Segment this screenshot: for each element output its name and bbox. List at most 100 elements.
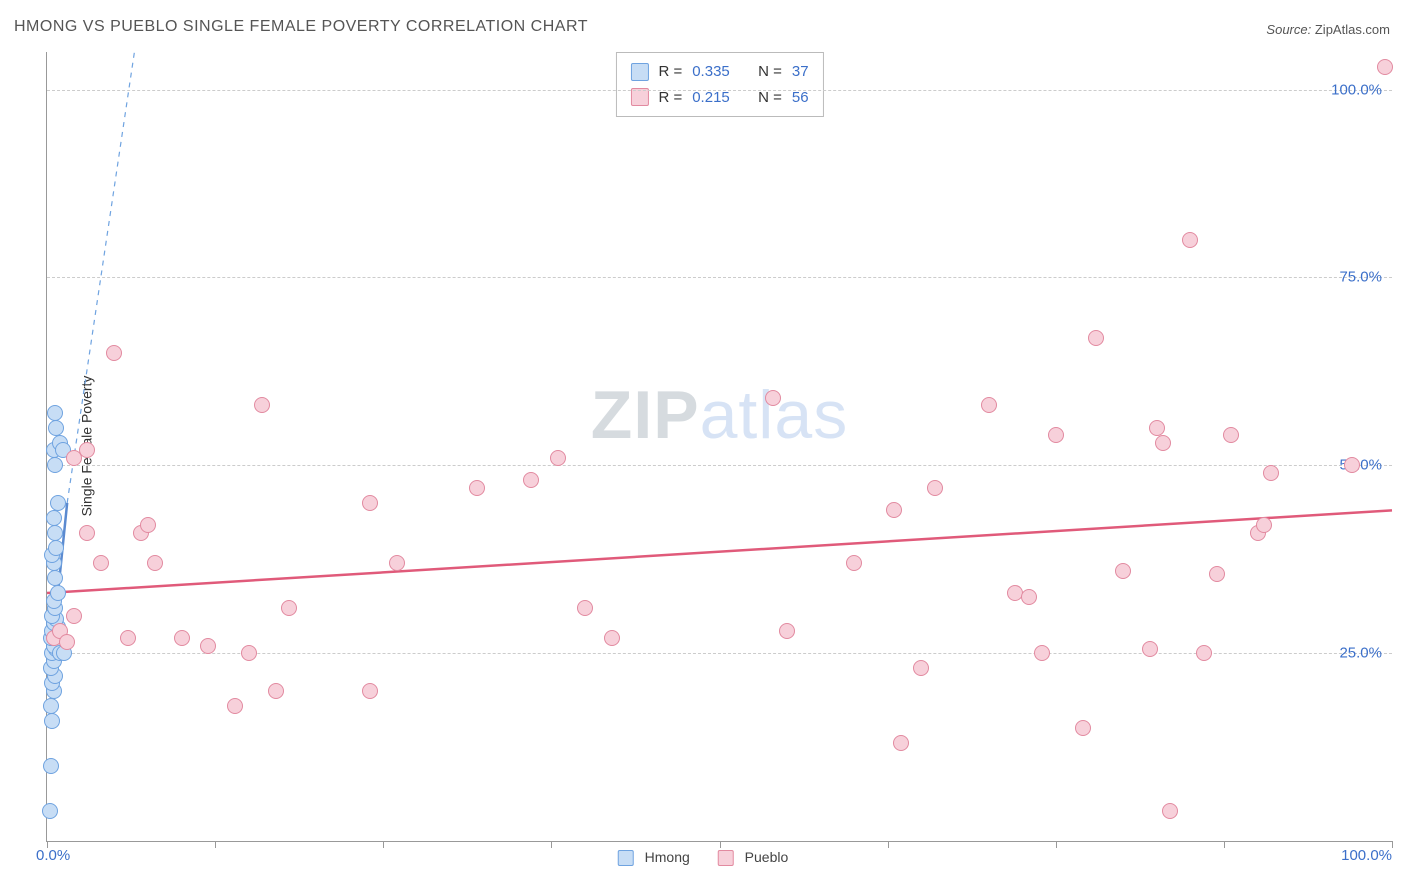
data-point-pueblo: [1155, 435, 1171, 451]
y-tick-label: 75.0%: [1339, 269, 1382, 286]
data-point-pueblo: [1048, 427, 1064, 443]
legend-swatch-hmong-icon: [618, 850, 634, 866]
data-point-pueblo: [147, 555, 163, 571]
legend-item-pueblo: Pueblo: [718, 849, 788, 866]
data-point-hmong: [43, 698, 59, 714]
data-point-pueblo: [241, 645, 257, 661]
data-point-pueblo: [1256, 517, 1272, 533]
data-point-pueblo: [523, 472, 539, 488]
watermark-atlas: atlas: [700, 377, 849, 453]
legend-swatch-hmong: [630, 63, 648, 81]
data-point-pueblo: [389, 555, 405, 571]
n-label: N =: [758, 85, 782, 111]
legend-stats: R = 0.335 N = 37 R = 0.215 N = 56: [615, 52, 823, 117]
data-point-pueblo: [893, 735, 909, 751]
data-point-pueblo: [1034, 645, 1050, 661]
data-point-hmong: [48, 420, 64, 436]
chart-title: HMONG VS PUEBLO SINGLE FEMALE POVERTY CO…: [14, 18, 588, 36]
data-point-pueblo: [140, 517, 156, 533]
legend-item-hmong: Hmong: [618, 849, 690, 866]
data-point-pueblo: [1142, 641, 1158, 657]
data-point-pueblo: [1115, 563, 1131, 579]
plot-area: ZIPatlas R = 0.335 N = 37 R = 0.215 N = …: [46, 52, 1392, 842]
data-point-pueblo: [120, 630, 136, 646]
data-point-pueblo: [604, 630, 620, 646]
x-tick-label-max: 100.0%: [1341, 847, 1392, 864]
r-label: R =: [658, 59, 682, 85]
x-tick: [720, 841, 721, 848]
watermark: ZIPatlas: [591, 376, 848, 454]
n-value-hmong: 37: [792, 59, 809, 85]
r-value-pueblo: 0.215: [692, 85, 730, 111]
n-label: N =: [758, 59, 782, 85]
data-point-pueblo: [550, 450, 566, 466]
data-point-pueblo: [846, 555, 862, 571]
legend-stats-row-hmong: R = 0.335 N = 37: [630, 59, 808, 85]
legend-stats-row-pueblo: R = 0.215 N = 56: [630, 85, 808, 111]
data-point-hmong: [47, 570, 63, 586]
data-point-pueblo: [362, 495, 378, 511]
data-point-pueblo: [779, 623, 795, 639]
data-point-pueblo: [362, 683, 378, 699]
source-label: Source:: [1266, 22, 1311, 37]
data-point-pueblo: [886, 502, 902, 518]
data-point-pueblo: [1075, 720, 1091, 736]
r-label: R =: [658, 85, 682, 111]
trend-lines-layer: [47, 52, 1392, 841]
data-point-pueblo: [1223, 427, 1239, 443]
data-point-pueblo: [79, 525, 95, 541]
data-point-pueblo: [1021, 589, 1037, 605]
data-point-pueblo: [281, 600, 297, 616]
data-point-pueblo: [174, 630, 190, 646]
x-tick: [1056, 841, 1057, 848]
legend-label-hmong: Hmong: [645, 849, 690, 865]
data-point-pueblo: [765, 390, 781, 406]
x-tick: [1224, 841, 1225, 848]
data-point-pueblo: [1162, 803, 1178, 819]
trendline-pueblo: [47, 510, 1392, 593]
data-point-pueblo: [1149, 420, 1165, 436]
legend-label-pueblo: Pueblo: [745, 849, 789, 865]
source-name: ZipAtlas.com: [1315, 22, 1390, 37]
data-point-pueblo: [913, 660, 929, 676]
data-point-pueblo: [1263, 465, 1279, 481]
y-tick-label: 25.0%: [1339, 645, 1382, 662]
n-value-pueblo: 56: [792, 85, 809, 111]
data-point-pueblo: [79, 442, 95, 458]
data-point-hmong: [42, 803, 58, 819]
data-point-hmong: [46, 510, 62, 526]
data-point-pueblo: [469, 480, 485, 496]
data-point-pueblo: [1182, 232, 1198, 248]
data-point-hmong: [47, 405, 63, 421]
source-attribution: Source: ZipAtlas.com: [1266, 22, 1390, 37]
data-point-pueblo: [200, 638, 216, 654]
data-point-pueblo: [227, 698, 243, 714]
data-point-pueblo: [927, 480, 943, 496]
data-point-hmong: [50, 585, 66, 601]
data-point-hmong: [48, 540, 64, 556]
gridline: [47, 277, 1392, 278]
x-tick: [215, 841, 216, 848]
data-point-pueblo: [1088, 330, 1104, 346]
chart-container: HMONG VS PUEBLO SINGLE FEMALE POVERTY CO…: [0, 0, 1406, 892]
data-point-pueblo: [254, 397, 270, 413]
data-point-hmong: [47, 525, 63, 541]
data-point-hmong: [43, 758, 59, 774]
x-tick: [383, 841, 384, 848]
data-point-pueblo: [1196, 645, 1212, 661]
data-point-hmong: [50, 495, 66, 511]
data-point-pueblo: [1209, 566, 1225, 582]
data-point-pueblo: [106, 345, 122, 361]
data-point-pueblo: [1377, 59, 1393, 75]
watermark-zip: ZIP: [591, 377, 700, 453]
r-value-hmong: 0.335: [692, 59, 730, 85]
gridline: [47, 465, 1392, 466]
data-point-pueblo: [93, 555, 109, 571]
data-point-pueblo: [1344, 457, 1360, 473]
x-tick: [888, 841, 889, 848]
data-point-pueblo: [981, 397, 997, 413]
x-tick: [1392, 841, 1393, 848]
data-point-pueblo: [268, 683, 284, 699]
data-point-pueblo: [577, 600, 593, 616]
y-tick-label: 100.0%: [1331, 81, 1382, 98]
